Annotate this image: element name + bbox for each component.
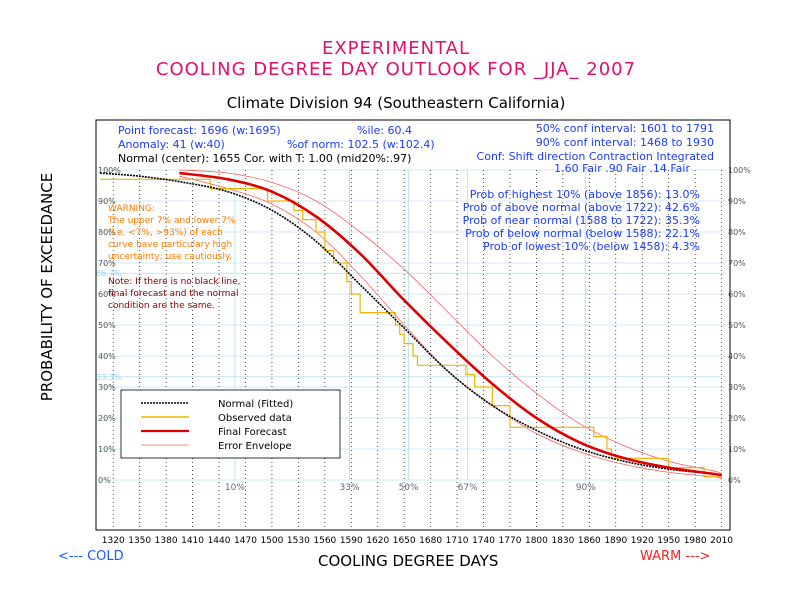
series-normal bbox=[99, 172, 722, 477]
x-tick-label: 1410 bbox=[181, 536, 204, 546]
x-tick-label: 1800 bbox=[525, 536, 548, 546]
legend-label-normal: Normal (Fitted) bbox=[218, 399, 293, 410]
warning-line-2: (i.e. <7%, >93%) of each bbox=[108, 228, 223, 238]
x-tick-label: 1950 bbox=[657, 536, 680, 546]
info-conf90: 90% conf interval: 1468 to 1930 bbox=[536, 136, 714, 149]
info-conf50: 50% conf interval: 1601 to 1791 bbox=[536, 122, 714, 135]
y-tick-label-right: 80% bbox=[728, 228, 746, 237]
series-layer bbox=[99, 169, 722, 479]
warning-line-4: uncertainty; use cautiously. bbox=[108, 252, 232, 262]
chart-title-line2: COOLING DEGREE DAY OUTLOOK FOR _JJA_ 200… bbox=[155, 59, 637, 80]
x-tick-label: 1830 bbox=[551, 536, 574, 546]
plot-frame bbox=[95, 119, 731, 531]
prob-near: Prob of near normal (1588 to 1722): 35.3… bbox=[463, 214, 700, 227]
y-axis-label: PROBABILITY OF EXCEEDANCE bbox=[38, 173, 56, 401]
x-tick-label: 1890 bbox=[604, 536, 627, 546]
legend-label-envelope: Error Envelope bbox=[218, 441, 292, 452]
prob-lowest: Prob of lowest 10% (below 1458): 4.3% bbox=[483, 240, 700, 253]
x-tick-label: 1920 bbox=[631, 536, 654, 546]
x-tick-label: 1860 bbox=[578, 536, 601, 546]
prob-highest: Prob of highest 10% (above 1856): 13.0% bbox=[470, 188, 700, 201]
info-anomaly: Anomaly: 41 (w:40) bbox=[118, 138, 225, 151]
legend-box bbox=[120, 389, 341, 459]
prob-above: Prob of above normal (above 1722): 42.6% bbox=[463, 201, 700, 214]
info-conf-header: Conf: Shift direction Contraction Integr… bbox=[477, 150, 714, 163]
info-pct-of-norm: %of norm: 102.5 (w:102.4) bbox=[287, 138, 435, 151]
tercile-label: 33.3% bbox=[96, 373, 122, 382]
percentile-marker-label: 90% bbox=[576, 483, 596, 493]
x-tick-label: 1470 bbox=[234, 536, 257, 546]
y-tick-label-left: 20% bbox=[98, 414, 116, 423]
y-tick-label-left: 60% bbox=[98, 290, 116, 299]
x-tick-label: 1980 bbox=[684, 536, 707, 546]
chart-subtitle: Climate Division 94 (Southeastern Califo… bbox=[226, 94, 566, 112]
x-axis-label: COOLING DEGREE DAYS bbox=[318, 552, 499, 570]
prob-below: Prob of below normal (below 1588): 22.1% bbox=[465, 227, 700, 240]
y-tick-label-left: 30% bbox=[98, 383, 116, 392]
y-tick-label-left: 80% bbox=[98, 228, 116, 237]
warning-line-3: curve have particulary high bbox=[108, 240, 232, 250]
info-conf-values: 1.60 Fair .90 Fair .14 Fair bbox=[554, 162, 690, 175]
axis-ticks: 0% 0% 10% 10% 20% 20% 30% 30% 40% 40% 50% 50% 60% 60%… bbox=[96, 166, 751, 546]
y-tick-label-left: 40% bbox=[98, 352, 116, 361]
x-tick-label: 1650 bbox=[393, 536, 416, 546]
info-percentile: %ile: 60.4 bbox=[357, 124, 412, 137]
legend-label-forecast: Final Forecast bbox=[218, 427, 287, 438]
info-normal: Normal (center): 1655 Cor. with T: 1.00 … bbox=[118, 152, 411, 165]
y-tick-label-right: 70% bbox=[728, 259, 746, 268]
chart-title-line1: EXPERIMENTAL bbox=[321, 38, 471, 59]
x-tick-label: 1560 bbox=[313, 536, 336, 546]
y-tick-label-left: 50% bbox=[98, 321, 116, 330]
x-tick-label: 2010 bbox=[710, 536, 733, 546]
legend-label-observed: Observed data bbox=[218, 413, 292, 424]
x-tick-label: 1530 bbox=[287, 536, 310, 546]
y-tick-label-right: 0% bbox=[728, 476, 741, 485]
percentile-marker-label: 67% bbox=[458, 483, 478, 493]
y-tick-label-right: 30% bbox=[728, 383, 746, 392]
series-envelope-upper bbox=[179, 169, 722, 475]
note-line-2: condition are the same. bbox=[108, 301, 215, 311]
y-tick-label-right: 90% bbox=[728, 197, 746, 206]
x-tick-label: 1740 bbox=[472, 536, 495, 546]
x-tick-label: 1620 bbox=[366, 536, 389, 546]
x-tick-label: 1320 bbox=[102, 536, 125, 546]
y-tick-label-right: 40% bbox=[728, 352, 746, 361]
percentile-marker-label: 33% bbox=[340, 483, 360, 493]
series-forecast bbox=[179, 171, 722, 477]
plot-grid bbox=[100, 169, 726, 530]
chart-legend: Normal (Fitted) Observed data Final Foreca… bbox=[120, 389, 341, 459]
y-tick-label-left: 0% bbox=[98, 476, 111, 485]
y-tick-label-right: 50% bbox=[728, 321, 746, 330]
note-line-1: final forecast and the normal bbox=[108, 289, 238, 299]
warm-label: WARM ---> bbox=[640, 549, 711, 564]
x-tick-label: 1440 bbox=[208, 536, 231, 546]
x-tick-label: 1500 bbox=[260, 536, 283, 546]
tercile-label: 66.7% bbox=[96, 269, 122, 278]
percentile-marker-label: 10% bbox=[225, 483, 245, 493]
y-tick-label-right: 10% bbox=[728, 445, 746, 454]
x-tick-label: 1380 bbox=[155, 536, 178, 546]
y-tick-label-right: 20% bbox=[728, 414, 746, 423]
cold-label: <--- COLD bbox=[58, 549, 124, 564]
warning-line-0: WARNING: bbox=[108, 204, 155, 214]
y-tick-label-left: 10% bbox=[98, 445, 116, 454]
x-tick-label: 1680 bbox=[419, 536, 442, 546]
y-tick-label-right: 100% bbox=[728, 166, 751, 175]
series-observed bbox=[100, 178, 722, 478]
percentile-marker-label: 50% bbox=[399, 483, 419, 493]
info-panel: Point forecast: 1696 (w:1695) %ile: 60.4… bbox=[107, 122, 714, 311]
y-tick-label-right: 60% bbox=[728, 290, 746, 299]
x-tick-label: 1350 bbox=[128, 536, 151, 546]
warning-line-1: The upper 7% and lower 7% bbox=[107, 216, 236, 226]
x-tick-label: 1710 bbox=[446, 536, 469, 546]
note-line-0: Note: If there is no black line, bbox=[108, 277, 241, 287]
x-tick-label: 1590 bbox=[340, 536, 363, 546]
x-tick-label: 1770 bbox=[499, 536, 522, 546]
y-tick-label-left: 70% bbox=[98, 259, 116, 268]
y-tick-label-left: 90% bbox=[98, 197, 116, 206]
y-tick-label-left: 100% bbox=[98, 166, 121, 175]
info-point-forecast: Point forecast: 1696 (w:1695) bbox=[118, 124, 281, 137]
